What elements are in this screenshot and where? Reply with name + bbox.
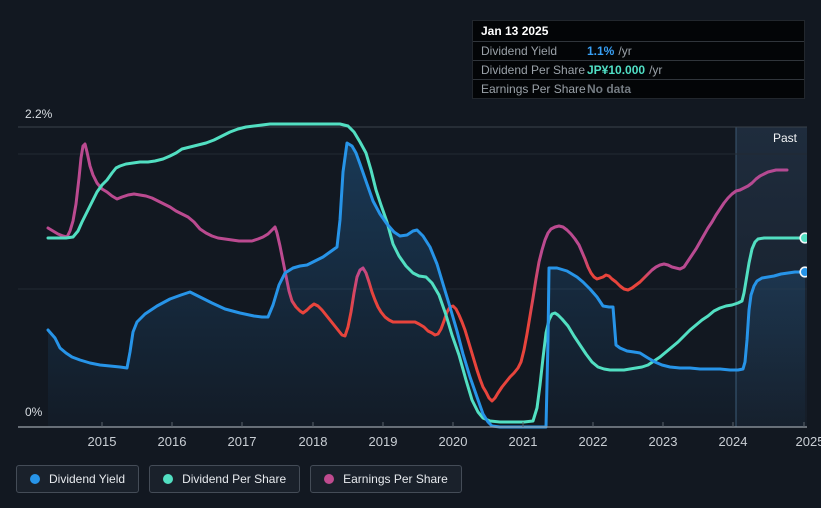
y-axis-top-label: 2.2% <box>25 107 53 121</box>
dividend-yield-area <box>48 143 805 427</box>
x-tick-label: 2019 <box>369 434 398 449</box>
x-tick-label: 2021 <box>509 434 538 449</box>
x-tick-label: 2024 <box>719 434 748 449</box>
series-end-dot <box>799 232 807 244</box>
y-axis-bottom-label: 0% <box>25 405 43 419</box>
dividend-per-share-dot-icon <box>163 474 174 484</box>
tooltip-label: Earnings Per Share <box>481 82 586 96</box>
legend-label: Earnings Per Share <box>343 472 448 486</box>
x-tick-label: 2016 <box>158 434 187 449</box>
x-tick-label: 2018 <box>299 434 328 449</box>
legend-item-dividend-per-share[interactable]: Dividend Per Share <box>149 465 301 493</box>
series-end-dot <box>799 266 807 278</box>
tooltip-value: No data <box>587 82 632 96</box>
chart-legend: Dividend Yield Dividend Per Share Earnin… <box>16 465 462 493</box>
x-tick-label: 2022 <box>579 434 608 449</box>
dividend-per-share-line <box>46 122 807 424</box>
tooltip-value: JP¥10.000/yr <box>587 63 663 77</box>
earnings-per-share-line <box>46 142 789 403</box>
chart-tooltip: Jan 13 2025 Dividend Yield 1.1%/yr Divid… <box>472 20 805 99</box>
x-tick-label: 2023 <box>649 434 678 449</box>
dividend-yield-line <box>46 141 807 429</box>
x-tick-label: 2015 <box>88 434 117 449</box>
tooltip-row-dividend-yield: Dividend Yield 1.1%/yr <box>473 41 804 60</box>
x-tick-label: 2020 <box>439 434 468 449</box>
tooltip-row-dividend-per-share: Dividend Per Share JP¥10.000/yr <box>473 60 804 79</box>
tooltip-date: Jan 13 2025 <box>481 24 549 38</box>
legend-item-dividend-yield[interactable]: Dividend Yield <box>16 465 140 493</box>
dividend-yield-dot-icon <box>30 474 40 484</box>
tooltip-row-earnings-per-share: Earnings Per Share No data <box>473 79 804 98</box>
earnings-per-share-dot-icon <box>324 474 335 484</box>
legend-label: Dividend Per Share <box>182 472 287 486</box>
tooltip-label: Dividend Yield <box>481 44 558 58</box>
dividend-history-chart[interactable]: 2.2% 0% 2015 2016 2017 2018 2019 2020 2021 2022 20… <box>0 0 821 460</box>
legend-label: Dividend Yield <box>49 472 126 486</box>
tooltip-value: 1.1%/yr <box>587 44 632 58</box>
past-label: Past <box>773 131 798 145</box>
legend-item-earnings-per-share[interactable]: Earnings Per Share <box>310 465 462 493</box>
x-tick-label: 2017 <box>228 434 257 449</box>
x-tick-label: 2025 <box>796 434 821 449</box>
tooltip-label: Dividend Per Share <box>481 63 586 77</box>
